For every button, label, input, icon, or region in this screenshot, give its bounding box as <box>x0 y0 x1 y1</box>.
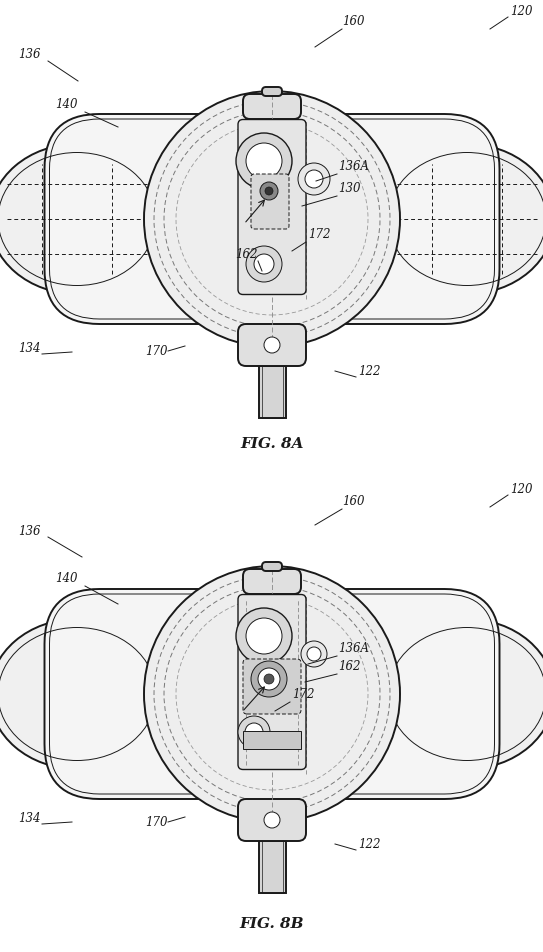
Text: 160: 160 <box>342 15 364 28</box>
Ellipse shape <box>380 145 543 295</box>
Circle shape <box>144 92 400 347</box>
Circle shape <box>238 716 270 748</box>
Circle shape <box>246 144 282 180</box>
Circle shape <box>254 255 274 275</box>
Circle shape <box>246 619 282 654</box>
Circle shape <box>301 642 327 667</box>
FancyBboxPatch shape <box>238 120 306 295</box>
Text: 172: 172 <box>308 228 331 241</box>
FancyBboxPatch shape <box>243 569 301 594</box>
Text: FIG. 8B: FIG. 8B <box>240 916 304 930</box>
Text: 130: 130 <box>338 182 361 195</box>
Text: 120: 120 <box>510 483 533 495</box>
Circle shape <box>264 812 280 828</box>
FancyBboxPatch shape <box>238 595 306 769</box>
Text: 134: 134 <box>18 811 41 824</box>
Ellipse shape <box>380 620 543 769</box>
Text: 172: 172 <box>292 687 314 701</box>
Text: 136: 136 <box>18 525 41 538</box>
Circle shape <box>298 164 330 196</box>
Text: 120: 120 <box>510 5 533 18</box>
Ellipse shape <box>0 145 165 295</box>
Text: 170: 170 <box>145 345 167 358</box>
FancyBboxPatch shape <box>238 325 306 367</box>
Text: 162: 162 <box>338 660 361 672</box>
Circle shape <box>236 608 292 664</box>
FancyBboxPatch shape <box>251 175 289 229</box>
Circle shape <box>245 724 263 742</box>
Bar <box>262 842 282 893</box>
FancyBboxPatch shape <box>262 563 282 571</box>
Circle shape <box>144 566 400 823</box>
Circle shape <box>246 247 282 283</box>
FancyBboxPatch shape <box>45 589 500 799</box>
FancyBboxPatch shape <box>45 115 500 325</box>
Text: 170: 170 <box>145 815 167 828</box>
FancyBboxPatch shape <box>243 660 301 714</box>
Circle shape <box>258 668 280 690</box>
Bar <box>258 367 286 419</box>
Text: 136: 136 <box>18 48 41 61</box>
Bar <box>243 731 301 749</box>
Bar <box>258 842 286 893</box>
Circle shape <box>305 170 323 188</box>
Circle shape <box>251 662 287 697</box>
Circle shape <box>260 183 278 201</box>
Circle shape <box>236 134 292 189</box>
Circle shape <box>307 647 321 662</box>
FancyBboxPatch shape <box>238 799 306 842</box>
FancyBboxPatch shape <box>262 88 282 97</box>
Text: 140: 140 <box>55 571 78 585</box>
Text: 162: 162 <box>235 248 257 261</box>
Text: 136A: 136A <box>338 160 369 173</box>
Circle shape <box>264 674 274 684</box>
Circle shape <box>265 188 273 196</box>
Circle shape <box>264 338 280 353</box>
FancyBboxPatch shape <box>243 95 301 120</box>
Text: 122: 122 <box>358 837 381 850</box>
Text: FIG. 8A: FIG. 8A <box>240 437 304 450</box>
Text: 122: 122 <box>358 365 381 378</box>
Text: 160: 160 <box>342 494 364 507</box>
Text: 134: 134 <box>18 342 41 355</box>
Bar <box>262 367 282 419</box>
Text: 136A: 136A <box>338 642 369 654</box>
Ellipse shape <box>0 620 165 769</box>
Text: 140: 140 <box>55 98 78 110</box>
